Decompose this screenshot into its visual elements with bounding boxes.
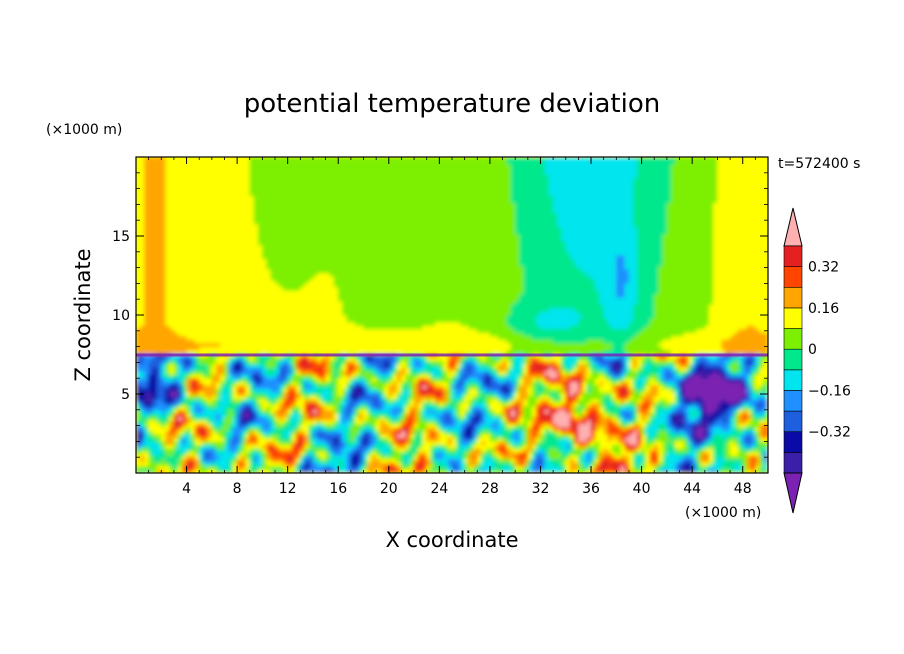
colorbar-segment	[784, 287, 802, 308]
heatmap-field	[126, 147, 778, 483]
x-tick-label: 32	[532, 481, 550, 497]
y-unit-label: (×1000 m)	[46, 122, 122, 138]
colorbar-top-arrow	[784, 208, 802, 246]
y-tick-label: 15	[112, 229, 130, 245]
colorbar-label: −0.16	[808, 384, 851, 400]
boundary-band	[136, 354, 768, 357]
colorbar-segment	[784, 411, 802, 432]
x-axis-label: X coordinate	[385, 528, 518, 552]
chart-title: potential temperature deviation	[244, 89, 660, 119]
x-tick-label: 44	[683, 481, 701, 497]
y-axis-label: Z coordinate	[71, 248, 95, 381]
colorbar-segment	[784, 246, 802, 267]
x-tick-label: 40	[633, 481, 651, 497]
colorbar-segment	[784, 349, 802, 370]
colorbar-segment	[784, 267, 802, 288]
x-tick-label: 4	[182, 481, 191, 497]
y-tick-label: 10	[112, 308, 130, 324]
colorbar-labels: 0.32 0.16 0 −0.16 −0.32	[808, 260, 851, 441]
colorbar-segment	[784, 370, 802, 391]
x-tick-label: 36	[582, 481, 600, 497]
x-tick-label: 8	[233, 481, 242, 497]
x-tick-label: 12	[279, 481, 297, 497]
time-label: t=572400 s	[778, 156, 860, 172]
x-tick-label: 16	[329, 481, 347, 497]
x-tick-label: 24	[430, 481, 448, 497]
x-tick-label: 20	[380, 481, 398, 497]
y-tick-label: 5	[121, 387, 130, 403]
colorbar-label: 0.16	[808, 301, 839, 317]
colorbar-bottom-arrow	[784, 473, 802, 513]
colorbar-segment	[784, 390, 802, 411]
x-tick-label: 28	[481, 481, 499, 497]
colorbar-segment	[784, 432, 802, 453]
colorbar-label: 0.32	[808, 260, 839, 276]
colorbar-segment	[784, 308, 802, 329]
x-tick-label: 48	[734, 481, 752, 497]
colorbar-segment	[784, 329, 802, 350]
x-unit-label: (×1000 m)	[685, 505, 761, 521]
colorbar-segment	[784, 452, 802, 473]
colorbar-label: 0	[808, 342, 817, 358]
colorbar	[784, 208, 802, 513]
colorbar-label: −0.32	[808, 425, 851, 441]
